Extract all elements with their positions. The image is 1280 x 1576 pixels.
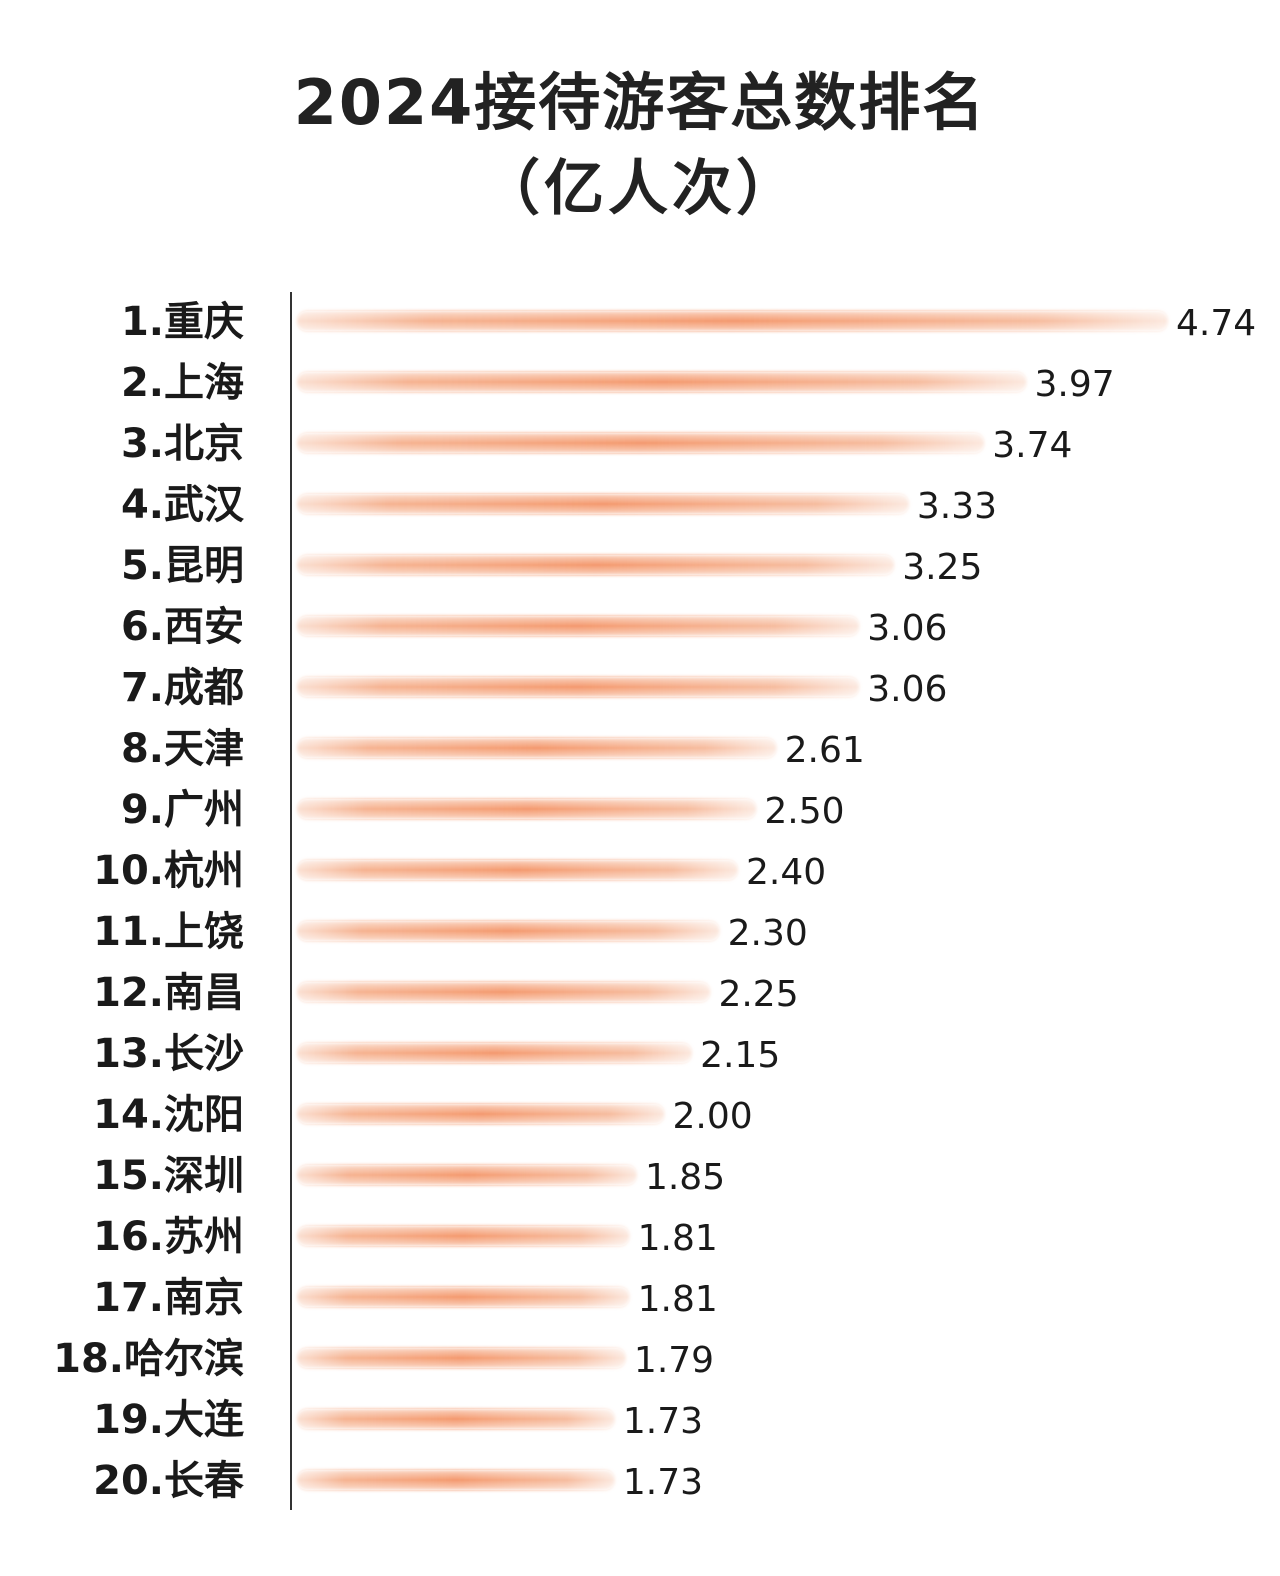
category-label: 6.西安 bbox=[121, 604, 244, 650]
value-label: 3.33 bbox=[917, 486, 997, 527]
bar-highlight bbox=[297, 1043, 693, 1063]
value-label: 2.00 bbox=[673, 1096, 753, 1137]
bar-highlight bbox=[297, 1104, 665, 1124]
bar-highlight bbox=[297, 860, 739, 880]
bar-highlight bbox=[297, 616, 860, 636]
bar-highlight bbox=[297, 1165, 637, 1185]
bar-highlight bbox=[297, 372, 1027, 392]
category-label: 2.上海 bbox=[121, 360, 244, 406]
bar-highlight bbox=[297, 494, 909, 514]
category-label: 16.苏州 bbox=[93, 1214, 244, 1260]
labels-group: 1.重庆 4.74 2.上海 3.97 3.北京 3.74 4.武汉 3.33 5.昆明 3.25… bbox=[53, 299, 1256, 1504]
bar-highlight bbox=[297, 1470, 615, 1490]
bar-highlight bbox=[297, 1348, 626, 1368]
bar-highlight bbox=[297, 677, 860, 697]
category-label: 20.长春 bbox=[93, 1458, 244, 1504]
value-label: 1.73 bbox=[623, 1462, 703, 1503]
bars-group bbox=[297, 311, 1168, 1490]
category-label: 4.武汉 bbox=[121, 482, 245, 528]
category-label: 9.广州 bbox=[121, 787, 244, 833]
bar-highlight bbox=[297, 1287, 630, 1307]
bar-highlight bbox=[297, 982, 711, 1002]
category-label: 1.重庆 bbox=[121, 299, 244, 345]
category-label: 15.深圳 bbox=[93, 1153, 244, 1199]
value-label: 2.25 bbox=[718, 974, 798, 1015]
category-label: 12.南昌 bbox=[93, 970, 244, 1016]
value-label: 4.74 bbox=[1176, 303, 1256, 344]
value-label: 2.50 bbox=[764, 791, 844, 832]
value-label: 3.74 bbox=[992, 425, 1072, 466]
value-label: 2.40 bbox=[746, 852, 826, 893]
bar-highlight bbox=[297, 1409, 615, 1429]
bar-highlight bbox=[297, 1226, 630, 1246]
category-label: 11.上饶 bbox=[93, 909, 244, 955]
bar-highlight bbox=[297, 433, 985, 453]
value-label: 1.85 bbox=[645, 1157, 725, 1198]
value-label: 2.61 bbox=[785, 730, 865, 771]
category-label: 17.南京 bbox=[93, 1275, 244, 1321]
value-label: 2.30 bbox=[728, 913, 808, 954]
chart-subtitle: （亿人次） bbox=[480, 154, 800, 224]
category-label: 18.哈尔滨 bbox=[53, 1336, 244, 1382]
category-label: 3.北京 bbox=[121, 421, 244, 467]
value-label: 3.06 bbox=[867, 608, 947, 649]
category-label: 13.长沙 bbox=[93, 1031, 244, 1077]
bar-highlight bbox=[297, 311, 1168, 331]
category-label: 19.大连 bbox=[93, 1397, 245, 1443]
category-label: 14.沈阳 bbox=[93, 1092, 244, 1138]
value-label: 1.81 bbox=[638, 1279, 718, 1320]
chart-title: 2024接待游客总数排名 bbox=[293, 66, 987, 139]
value-label: 2.15 bbox=[700, 1035, 780, 1076]
value-label: 1.81 bbox=[638, 1218, 718, 1259]
value-label: 3.97 bbox=[1035, 364, 1115, 405]
category-label: 7.成都 bbox=[121, 665, 244, 711]
bar-highlight bbox=[297, 921, 720, 941]
category-label: 5.昆明 bbox=[121, 543, 244, 589]
bar-highlight bbox=[297, 555, 895, 575]
category-label: 10.杭州 bbox=[93, 848, 244, 894]
bar-highlight bbox=[297, 738, 777, 758]
value-label: 1.73 bbox=[623, 1401, 703, 1442]
bar-highlight bbox=[297, 799, 757, 819]
value-label: 3.06 bbox=[867, 669, 947, 710]
category-label: 8.天津 bbox=[121, 726, 244, 772]
value-label: 1.79 bbox=[634, 1340, 714, 1381]
value-label: 3.25 bbox=[902, 547, 982, 588]
